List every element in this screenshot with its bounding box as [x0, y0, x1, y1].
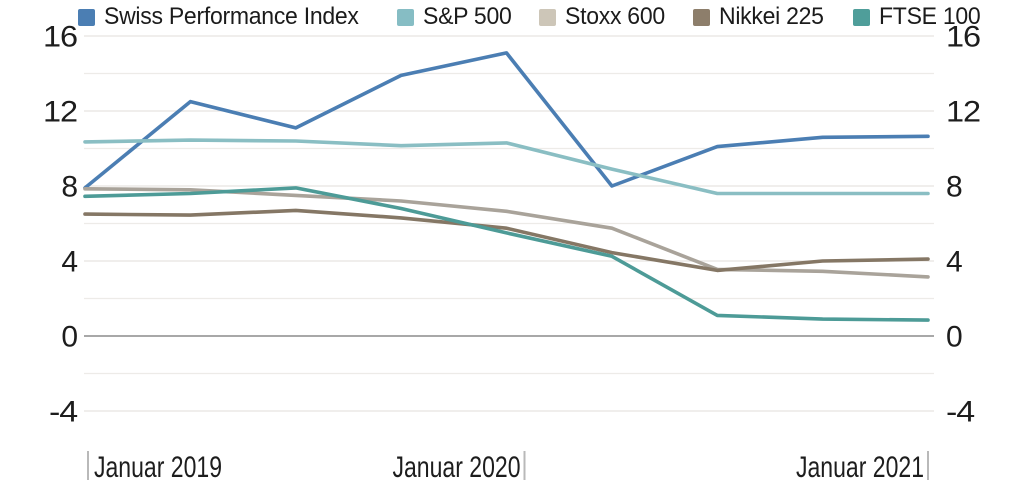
series-line-swiss-performance-index — [83, 51, 930, 190]
legend-item-ftse-100: FTSE 100 — [852, 3, 987, 30]
y-axis-label-right: 0 — [946, 321, 962, 354]
x-axis-label: Januar 2020 — [393, 451, 521, 484]
legend-label: S&P 500 — [422, 3, 512, 30]
legend: Swiss Performance Index S&P 500 Stoxx 600 N… — [78, 3, 987, 30]
legend-item-stoxx-600: Stoxx 600 — [539, 3, 671, 30]
y-axis-label-left: 12 — [43, 96, 77, 129]
y-axis-label-right: -4 — [946, 396, 974, 429]
y-axis-label-left: 16 — [43, 21, 77, 54]
y-axis-label-right: 16 — [946, 21, 980, 54]
legend-label: Swiss Performance Index — [104, 3, 359, 30]
legend-label: Nikkei 225 — [719, 3, 825, 30]
legend-label: FTSE 100 — [878, 3, 981, 30]
legend-swatch-icon — [539, 8, 557, 26]
x-axis-label: Januar 2021 — [796, 451, 924, 484]
y-axis-label-left: 4 — [61, 246, 77, 279]
legend-swatch-icon — [78, 8, 95, 26]
y-axis-label-right: 8 — [946, 171, 962, 204]
legend-swatch-icon — [396, 8, 414, 26]
legend-item-s-p-500: S&P 500 — [396, 3, 517, 30]
legend-swatch-icon — [852, 8, 870, 26]
legend-item-nikkei-225: Nikkei 225 — [693, 3, 830, 30]
series-line-s-p-500 — [83, 138, 930, 196]
series-line-nikkei-225 — [83, 208, 930, 273]
x-axis-label: Januar 2019 — [94, 451, 222, 484]
y-axis-label-right: 4 — [946, 246, 962, 279]
y-axis-label-right: 12 — [946, 96, 980, 129]
y-axis-label-left: -4 — [49, 396, 77, 429]
series-line-ftse-100 — [83, 186, 930, 322]
legend-swatch-icon — [693, 8, 711, 26]
legend-label: Stoxx 600 — [565, 3, 665, 30]
legend-item-swiss-performance-index: Swiss Performance Index — [78, 3, 375, 30]
y-axis-label-left: 8 — [61, 171, 77, 204]
y-axis-label-left: 0 — [61, 321, 77, 354]
